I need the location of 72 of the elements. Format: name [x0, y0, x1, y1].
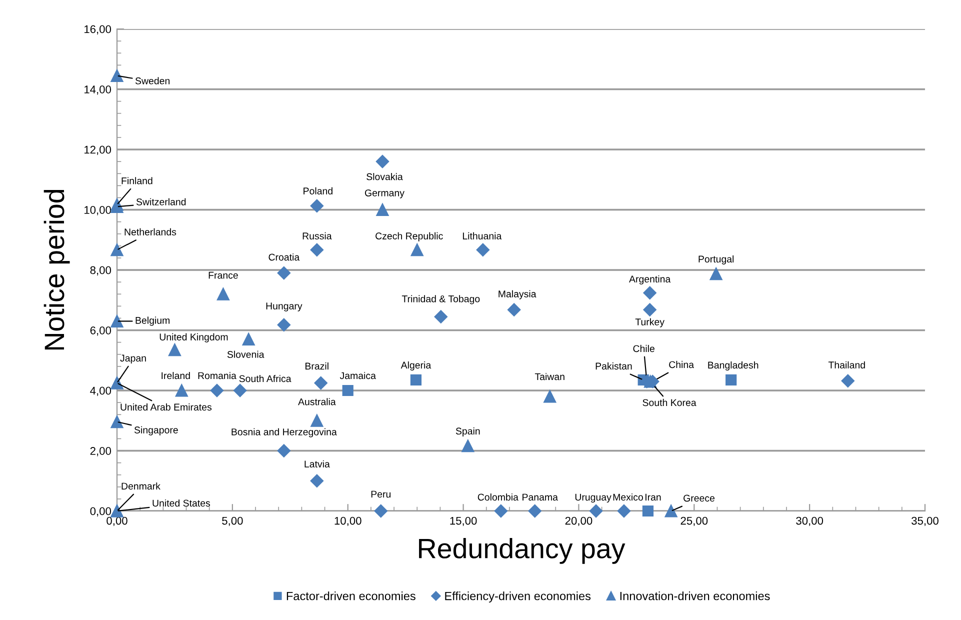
x-tick-label: 10,00 — [334, 516, 362, 526]
y-tick-label: 0,00 — [90, 507, 112, 516]
y-tick-label: 2,00 — [90, 447, 112, 456]
annotation: South Korea — [642, 398, 696, 406]
annotation: Peru — [371, 490, 390, 498]
annotation: Slovakia — [366, 173, 403, 180]
annotation: Singapore — [134, 426, 178, 436]
annotation: France — [208, 272, 238, 279]
y-tick-label: 14,00 — [84, 86, 112, 95]
annotation: Sweden — [135, 77, 170, 84]
annotation: Japan — [120, 354, 146, 364]
annotation: Greece — [684, 494, 715, 502]
annotation: Spain — [456, 427, 480, 436]
annotation: China — [669, 360, 694, 368]
annotation: Uruguay — [575, 494, 612, 503]
annotation: Australia — [298, 398, 336, 406]
annotation: Germany — [364, 189, 404, 198]
x-tick-label: 25,00 — [680, 516, 708, 526]
annotation: Iran — [645, 494, 661, 501]
annotation: Panama — [522, 494, 558, 501]
annotation: Czech Republic — [376, 232, 443, 242]
annotation: Trinidad & Tobago — [402, 295, 480, 304]
annotation: Bosnia and Herzegovina — [232, 428, 337, 438]
x-tick-label: 35,00 — [912, 516, 938, 526]
x-tick-label: 0,00 — [106, 516, 128, 526]
annotation: Colombia — [478, 493, 518, 501]
x-axis-title: Redundancy pay — [419, 538, 626, 564]
annotation: Chile — [633, 344, 654, 352]
annotation: Latvia — [304, 460, 330, 468]
legend-label: Factor-driven economies — [286, 592, 416, 600]
annotation: Jamaica — [340, 372, 376, 380]
y-tick-label: 8,00 — [90, 266, 112, 276]
annotation: Pakistan — [596, 362, 632, 370]
annotation: Portugal — [698, 255, 734, 264]
annotation: Algeria — [400, 361, 432, 370]
annotation: Bangladesh — [708, 361, 758, 370]
annotation: Lithuania — [462, 232, 502, 240]
annotation: United States — [152, 499, 210, 507]
y-tick-label: 12,00 — [84, 146, 112, 155]
y-tick-label: 16,00 — [84, 25, 112, 34]
annotation: Thailand — [828, 361, 865, 368]
annotation: Taiwan — [534, 372, 564, 380]
annotation: Brazil — [305, 362, 328, 370]
annotation: United Arab Emirates — [120, 403, 212, 411]
annotation: Switzerland — [136, 198, 186, 206]
annotation: Hungary — [266, 302, 302, 312]
x-tick-label: 5,00 — [222, 516, 243, 526]
annotation: South Africa — [239, 374, 292, 382]
annotation: Argentina — [629, 275, 671, 284]
x-tick-label: 20,00 — [565, 516, 592, 526]
annotation: Turkey — [635, 318, 664, 328]
annotation: Denmark — [122, 482, 160, 490]
x-tick-label: 30,00 — [796, 516, 824, 526]
annotation: Slovenia — [227, 350, 264, 358]
annotation: Poland — [304, 187, 332, 194]
y-tick-label: 4,00 — [90, 386, 112, 396]
annotation: Croatia — [268, 253, 300, 261]
annotation: Russia — [302, 232, 332, 240]
y-tick-label: 6,00 — [90, 326, 112, 336]
annotation: Malaysia — [498, 290, 536, 300]
legend-label: Efficiency-driven economies — [445, 592, 591, 603]
x-tick-label: 15,00 — [450, 516, 477, 526]
annotation: Finland — [122, 177, 152, 184]
annotation: Mexico — [613, 493, 643, 501]
y-tick-label: 10,00 — [84, 206, 112, 216]
legend-label: Innovation-driven economies — [620, 592, 770, 600]
annotation: United Kingdom — [160, 333, 228, 342]
y-axis-title: Notice period — [44, 190, 70, 350]
annotation: Belgium — [136, 316, 170, 326]
annotation: Netherlands — [124, 228, 176, 236]
annotation: Ireland — [162, 372, 190, 380]
annotation: Romania — [198, 372, 236, 380]
